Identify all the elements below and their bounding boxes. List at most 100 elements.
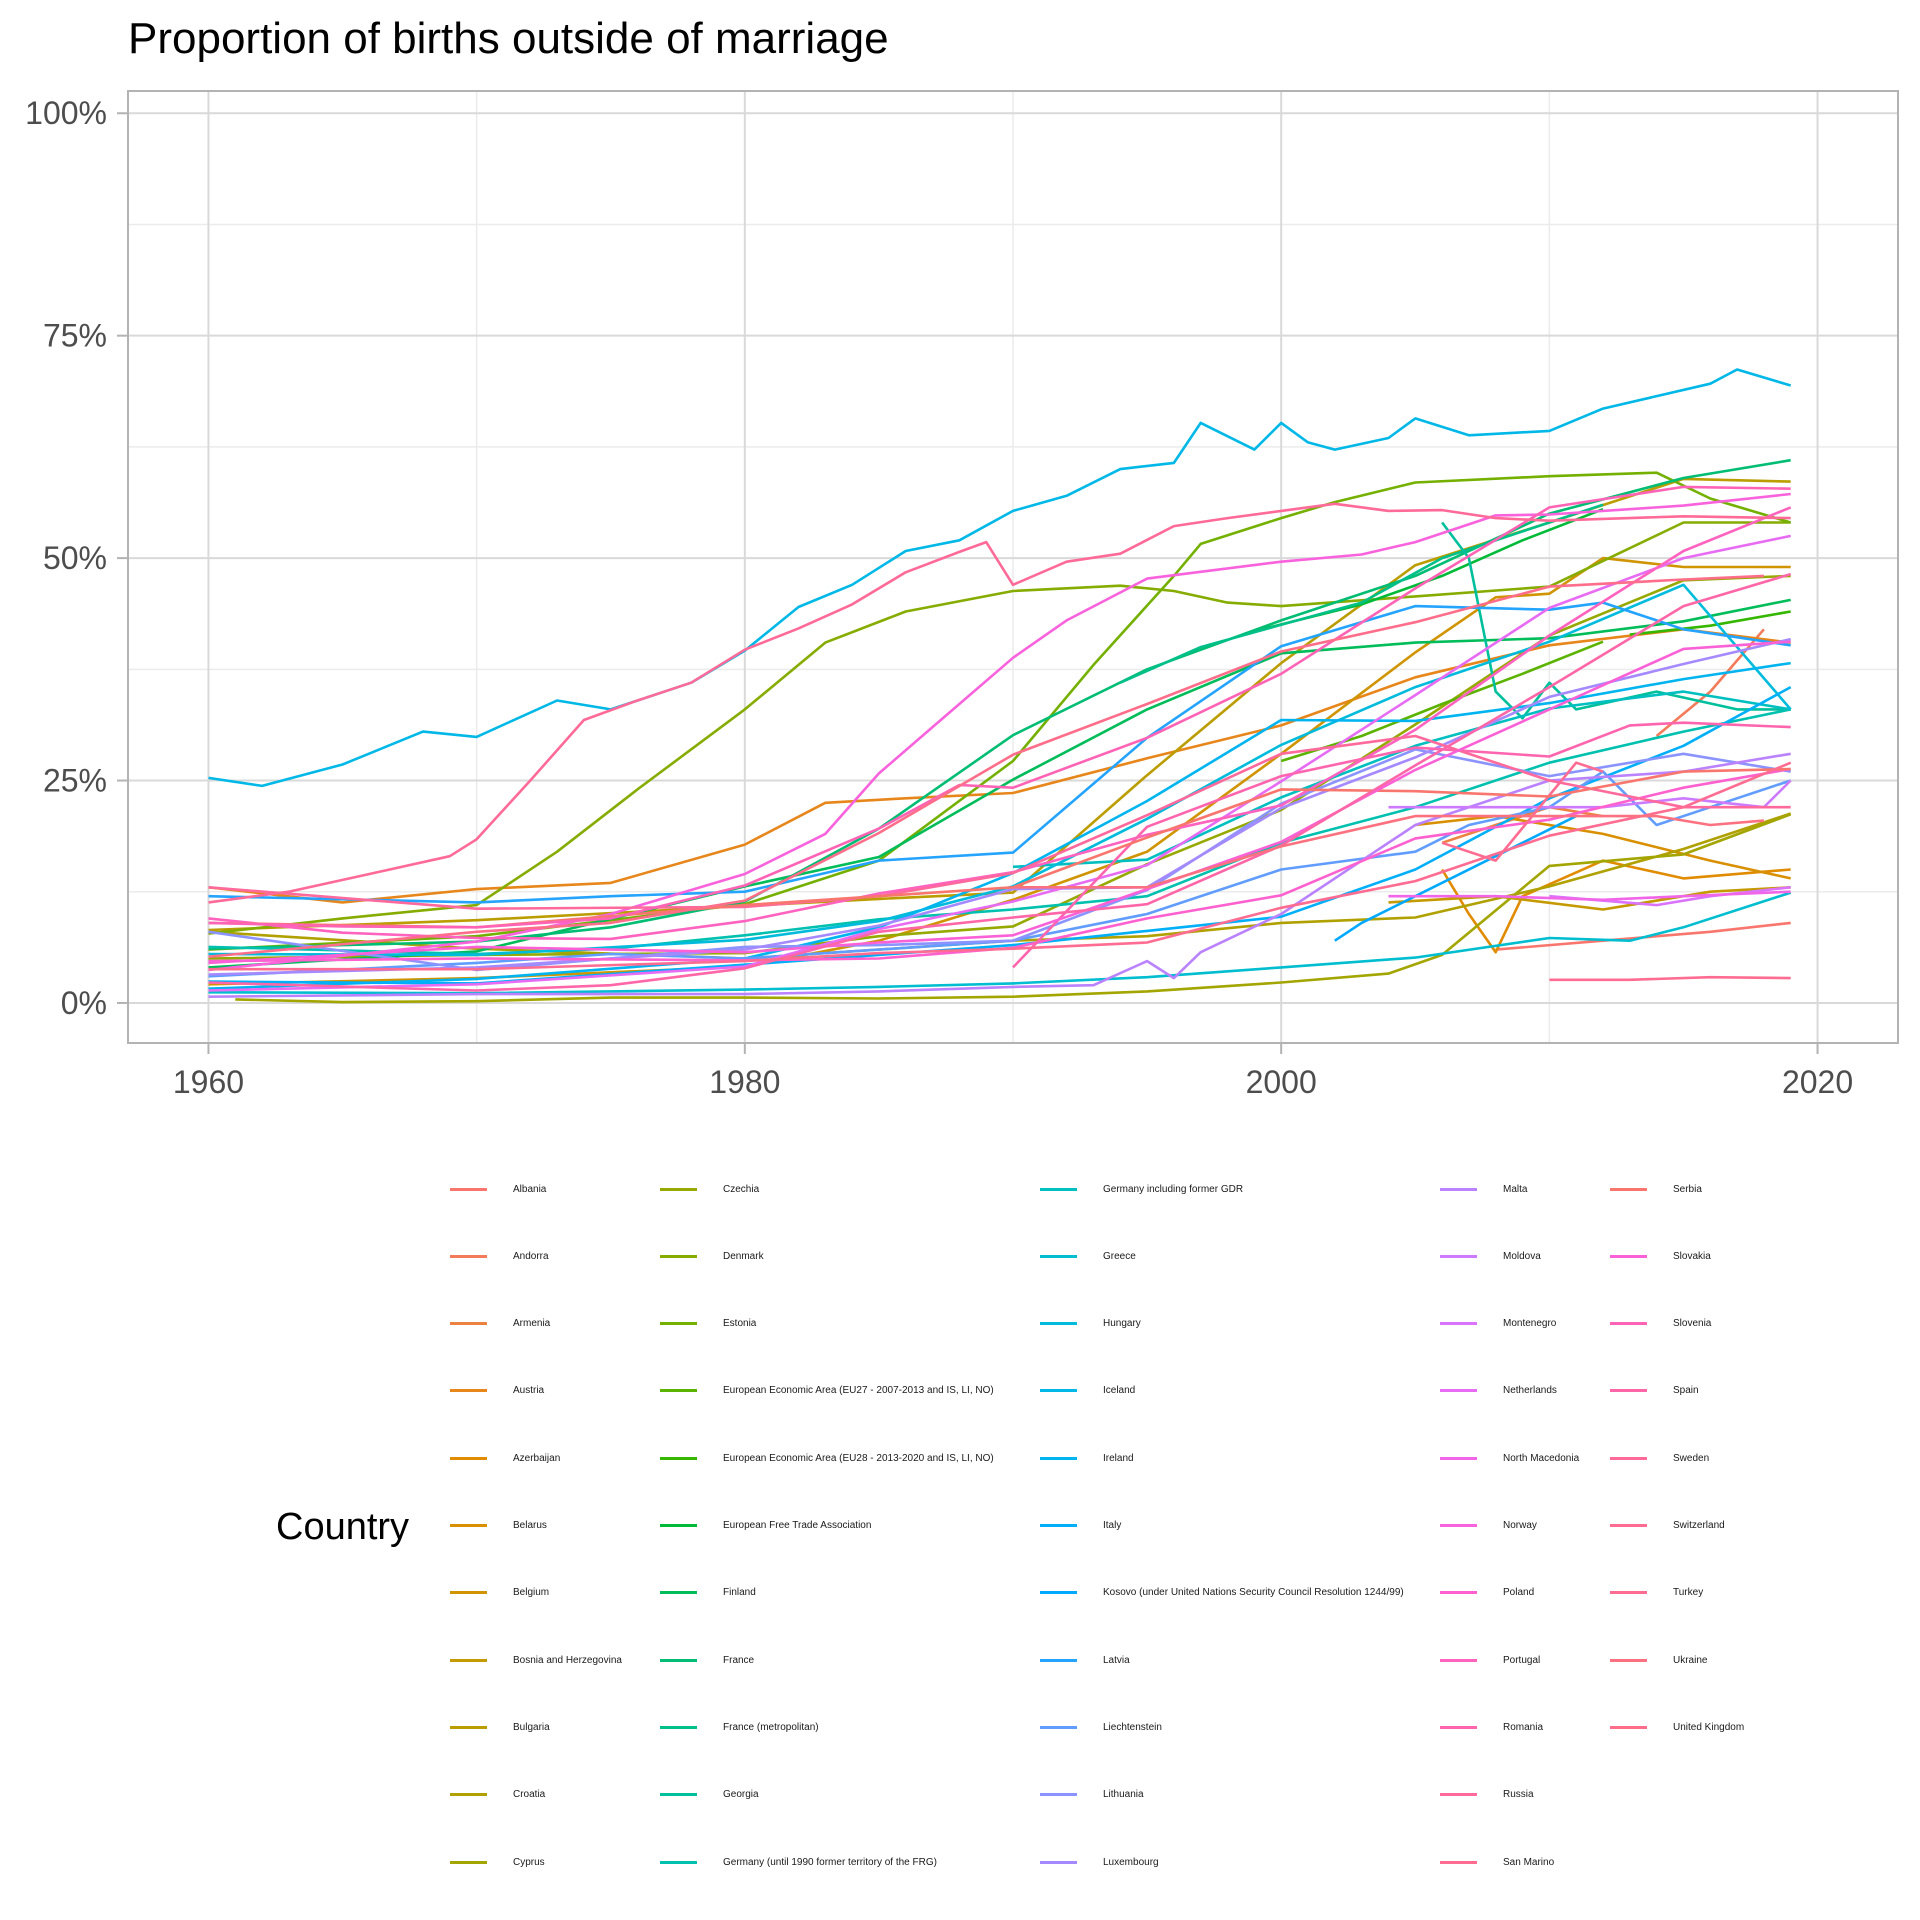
x-tick-label: 1960 bbox=[173, 1064, 244, 1100]
legend-label: Kosovo (under United Nations Security Co… bbox=[1103, 1587, 1404, 1599]
legend-label: Finland bbox=[723, 1587, 756, 1599]
legend-item: Belarus bbox=[450, 1516, 547, 1536]
legend-item: Turkey bbox=[1610, 1583, 1703, 1603]
legend-item: France bbox=[660, 1650, 754, 1670]
legend-item: Bosnia and Herzegovina bbox=[450, 1650, 622, 1670]
series-line bbox=[1280, 640, 1604, 763]
legend-label: Russia bbox=[1503, 1789, 1534, 1801]
legend-key-swatch bbox=[1610, 1187, 1647, 1191]
series-line bbox=[1119, 503, 1604, 684]
chart-title: Proportion of births outside of marriage bbox=[128, 14, 889, 63]
legend-label: France bbox=[723, 1654, 755, 1666]
x-tick-label: 2000 bbox=[1246, 1064, 1317, 1100]
legend-item: France (metropolitan) bbox=[660, 1717, 819, 1737]
series-line bbox=[208, 458, 1791, 950]
legend-key-swatch bbox=[1040, 1187, 1077, 1191]
legend-label: Slovenia bbox=[1673, 1318, 1712, 1330]
legend-item: Finland bbox=[660, 1583, 756, 1603]
legend-item: Germany including former GDR bbox=[1040, 1179, 1243, 1199]
legend-key-swatch bbox=[1040, 1456, 1077, 1460]
legend-label: Andorra bbox=[513, 1250, 549, 1262]
series-line bbox=[208, 583, 1792, 957]
legend-label: Ireland bbox=[1103, 1452, 1134, 1464]
legend-label: Netherlands bbox=[1503, 1385, 1557, 1397]
legend-item: Latvia bbox=[1040, 1650, 1130, 1670]
legend-item: Lithuania bbox=[1040, 1785, 1144, 1805]
legend-key-swatch bbox=[1440, 1456, 1477, 1460]
legend-label: Malta bbox=[1503, 1183, 1528, 1195]
series-line bbox=[235, 813, 1792, 1004]
legend-item: Cyprus bbox=[450, 1852, 545, 1872]
series-line bbox=[208, 574, 1764, 958]
legend-item: European Economic Area (EU27 - 2007-2013… bbox=[660, 1381, 994, 1401]
y-tick-label: 0% bbox=[61, 985, 107, 1021]
series-line bbox=[1012, 690, 1791, 869]
legend-item: Malta bbox=[1440, 1179, 1527, 1199]
line-chart: 0% 25% 50% 75% 100% 1960 1980 2000 2020 bbox=[25, 90, 1899, 1100]
legend-item: Norway bbox=[1440, 1516, 1537, 1536]
series-line bbox=[1629, 610, 1791, 636]
legend-label: Bulgaria bbox=[513, 1721, 550, 1733]
series-line bbox=[1388, 779, 1792, 809]
y-tick-label: 100% bbox=[25, 95, 107, 131]
legend-label: Turkey bbox=[1673, 1587, 1704, 1599]
series-line bbox=[208, 661, 1791, 990]
legend-label: Slovakia bbox=[1673, 1250, 1711, 1262]
legend-item: Romania bbox=[1440, 1717, 1543, 1737]
series-line bbox=[208, 767, 1791, 963]
legend-key-swatch bbox=[660, 1322, 697, 1326]
series-line bbox=[1441, 761, 1604, 862]
series-line bbox=[208, 640, 1791, 965]
legend-item: Andorra bbox=[450, 1246, 549, 1266]
series-line bbox=[208, 502, 1791, 904]
legend-key-swatch bbox=[1440, 1860, 1477, 1864]
legend-key-swatch bbox=[1440, 1389, 1477, 1393]
legend-label: Denmark bbox=[723, 1250, 764, 1262]
legend-item: European Free Trade Association bbox=[660, 1516, 871, 1536]
axes: 0% 25% 50% 75% 100% 1960 1980 2000 2020 bbox=[25, 95, 1853, 1100]
legend-item: United Kingdom bbox=[1610, 1717, 1744, 1737]
legend-key-swatch bbox=[1610, 1456, 1647, 1460]
legend-label: Switzerland bbox=[1673, 1520, 1725, 1531]
series-line bbox=[1441, 521, 1791, 720]
panel-border bbox=[127, 90, 1899, 1044]
legend-item: Italy bbox=[1040, 1516, 1121, 1536]
series-line bbox=[208, 761, 1792, 971]
legend-key-swatch bbox=[1610, 1725, 1647, 1729]
legend-item: Germany (until 1990 former territory of … bbox=[660, 1852, 937, 1872]
legend-key-swatch bbox=[1440, 1793, 1477, 1797]
legend-key-swatch bbox=[450, 1254, 487, 1258]
legend-key-swatch bbox=[1610, 1322, 1647, 1326]
legend-key-swatch bbox=[1040, 1254, 1077, 1258]
legend-label: Greece bbox=[1103, 1250, 1136, 1262]
legend-item: Greece bbox=[1040, 1246, 1136, 1266]
legend-key-swatch bbox=[450, 1456, 487, 1460]
legend-label: Portugal bbox=[1503, 1654, 1541, 1666]
series-line bbox=[1388, 890, 1791, 902]
legend-label: European Economic Area (EU28 - 2013-2020… bbox=[723, 1452, 994, 1464]
legend-item: Belgium bbox=[450, 1583, 549, 1603]
legend-key-swatch bbox=[660, 1456, 697, 1460]
legend-label: Bosnia and Herzegovina bbox=[513, 1654, 622, 1666]
legend-item: Bulgaria bbox=[450, 1717, 550, 1737]
legend-label: France (metropolitan) bbox=[723, 1721, 819, 1733]
legend-key-swatch bbox=[660, 1860, 697, 1864]
legend-item: Ireland bbox=[1040, 1448, 1134, 1468]
legend-key-swatch bbox=[660, 1725, 697, 1729]
legend-label: Lithuania bbox=[1103, 1789, 1144, 1801]
legend-item: Poland bbox=[1440, 1583, 1534, 1603]
legend-item: Czechia bbox=[660, 1179, 759, 1199]
legend-key-swatch bbox=[450, 1860, 487, 1864]
series-line bbox=[208, 572, 1792, 992]
legend-item: Netherlands bbox=[1440, 1381, 1557, 1401]
legend-key-swatch bbox=[1040, 1860, 1077, 1864]
legend-item: Luxembourg bbox=[1040, 1852, 1159, 1872]
legend-label: Albania bbox=[513, 1183, 547, 1195]
legend-key-swatch bbox=[660, 1524, 697, 1527]
series-line bbox=[208, 891, 1792, 995]
legend-key-swatch bbox=[1040, 1389, 1077, 1393]
legend-key-swatch bbox=[1440, 1322, 1477, 1326]
legend: Albania Andorra Armenia Austria Azerbaijan Be… bbox=[0, 1150, 1920, 1920]
series-line bbox=[1495, 921, 1791, 951]
legend-item: Montenegro bbox=[1440, 1314, 1556, 1334]
